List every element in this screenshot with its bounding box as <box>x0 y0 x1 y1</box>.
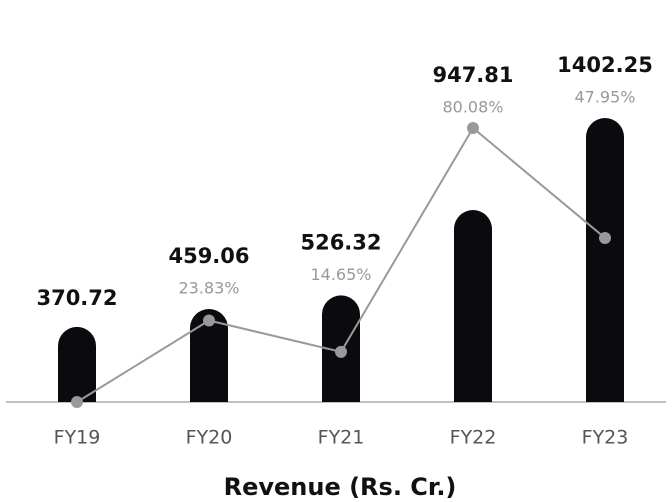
growth-label: 80.08% <box>442 98 503 117</box>
value-label: 459.06 <box>168 244 249 268</box>
chart-title: Revenue (Rs. Cr.) <box>224 473 457 501</box>
value-label: 526.32 <box>300 230 381 254</box>
x-tick-label: FY19 <box>54 427 101 449</box>
x-tick-label: FY23 <box>582 427 629 449</box>
growth-point <box>335 345 347 358</box>
bar <box>586 118 624 402</box>
growth-point <box>71 396 83 408</box>
bar <box>190 309 228 402</box>
x-tick-label: FY22 <box>450 427 497 449</box>
x-tick-label: FY20 <box>186 427 233 449</box>
value-label: 947.81 <box>432 63 513 87</box>
growth-point <box>467 122 479 135</box>
growth-point <box>599 231 611 244</box>
growth-label: 23.83% <box>178 279 239 298</box>
growth-label: 47.95% <box>574 88 635 107</box>
growth-label: 14.65% <box>310 265 371 284</box>
bar <box>58 326 96 402</box>
value-label: 370.72 <box>36 286 117 310</box>
bar <box>454 210 492 402</box>
growth-point <box>203 314 215 327</box>
value-label: 1402.25 <box>557 53 653 77</box>
x-tick-label: FY21 <box>318 427 365 449</box>
